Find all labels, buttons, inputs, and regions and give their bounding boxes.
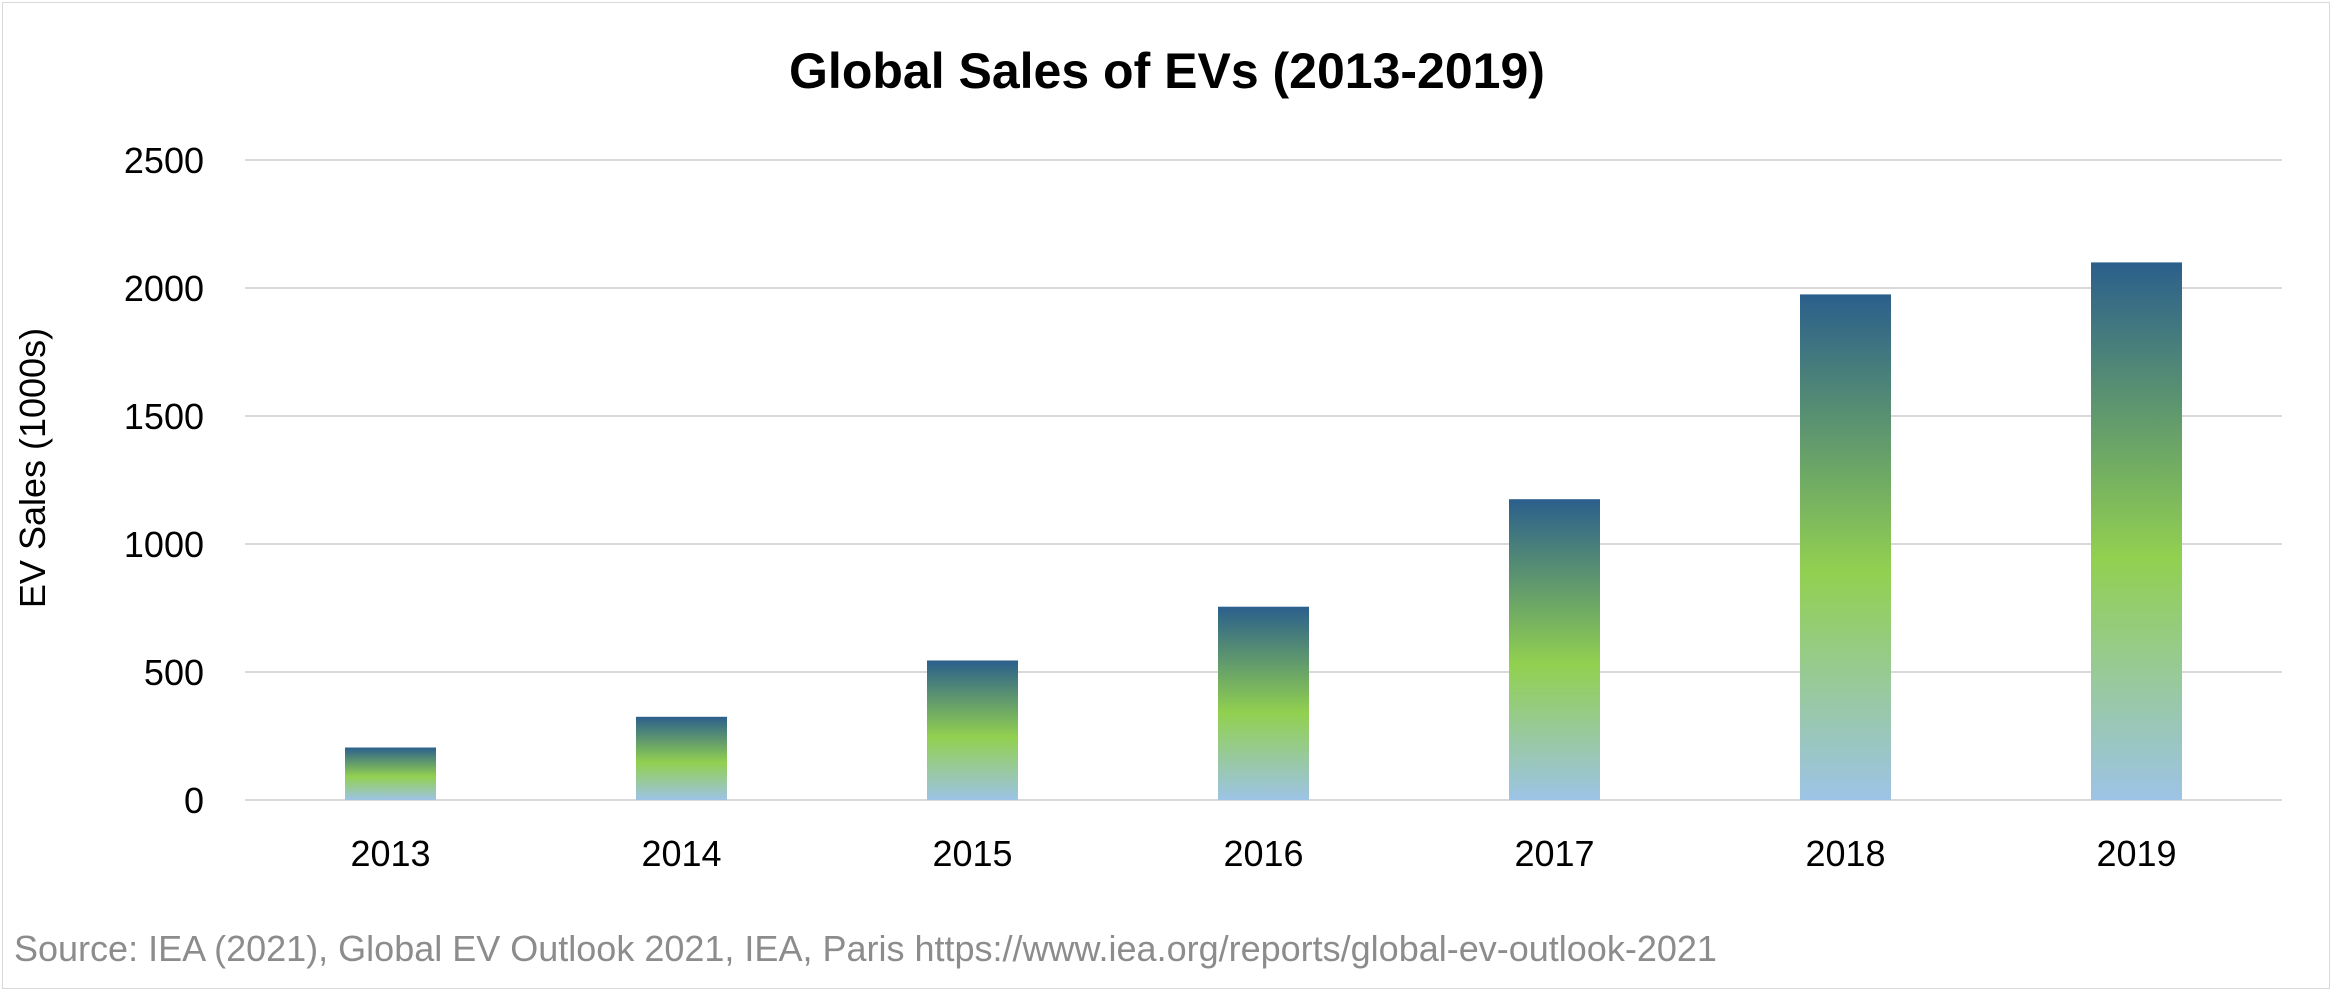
y-tick-label: 1000 <box>124 524 204 565</box>
x-axis-ticks: 2013 2014 2015 2016 2017 2018 2019 <box>350 833 2176 874</box>
y-tick-label: 2500 <box>124 140 204 181</box>
x-tick-label: 2018 <box>1805 833 1885 874</box>
gridlines <box>245 159 2282 801</box>
bar-2015 <box>927 660 1018 800</box>
x-tick-label: 2015 <box>932 833 1012 874</box>
y-axis-ticks: 0 500 1000 1500 2000 2500 <box>124 140 204 821</box>
bar-2018 <box>1800 294 1891 800</box>
bar-2016 <box>1218 606 1309 800</box>
x-tick-label: 2019 <box>2096 833 2176 874</box>
bar-2017 <box>1509 499 1600 800</box>
x-tick-label: 2017 <box>1514 833 1594 874</box>
y-axis-label: EV Sales (1000s) <box>12 328 53 608</box>
x-tick-label: 2016 <box>1223 833 1303 874</box>
y-tick-label: 2000 <box>124 268 204 309</box>
bar-2014 <box>636 716 727 800</box>
bars <box>345 262 2182 800</box>
source-note: Source: IEA (2021), Global EV Outlook 20… <box>14 928 1717 969</box>
x-tick-label: 2013 <box>350 833 430 874</box>
chart-title: Global Sales of EVs (2013-2019) <box>789 43 1545 99</box>
bar-2013 <box>345 747 436 800</box>
bar-2019 <box>2091 262 2182 800</box>
y-tick-label: 0 <box>184 780 204 821</box>
y-tick-label: 500 <box>144 652 204 693</box>
x-tick-label: 2014 <box>641 833 721 874</box>
y-tick-label: 1500 <box>124 396 204 437</box>
